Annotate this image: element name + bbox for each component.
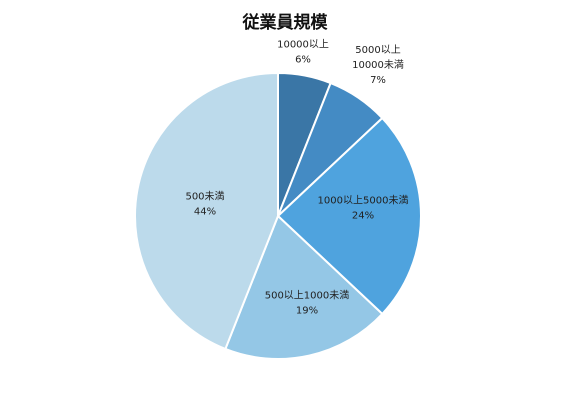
slice-category-label: 500以上1000未満 [265,290,350,302]
pie-slice [134,71,279,351]
slice-category-label: 1000以上5000未満 [318,195,409,207]
slice-category-label: 10000未満 [352,59,404,71]
slice-percent-label: 44% [194,207,216,218]
slice-category-label: 500未満 [185,191,224,203]
slice-percent-label: 6% [295,55,311,66]
slice-percent-label: 24% [352,211,374,222]
slice-category-label: 10000以上 [277,39,329,51]
chart-title: 従業員規模 [242,13,328,33]
slice-percent-label: 7% [370,75,386,86]
slice-category-label: 5000以上 [355,44,400,56]
pie-slice [276,116,422,316]
slice-percent-label: 19% [296,306,318,317]
